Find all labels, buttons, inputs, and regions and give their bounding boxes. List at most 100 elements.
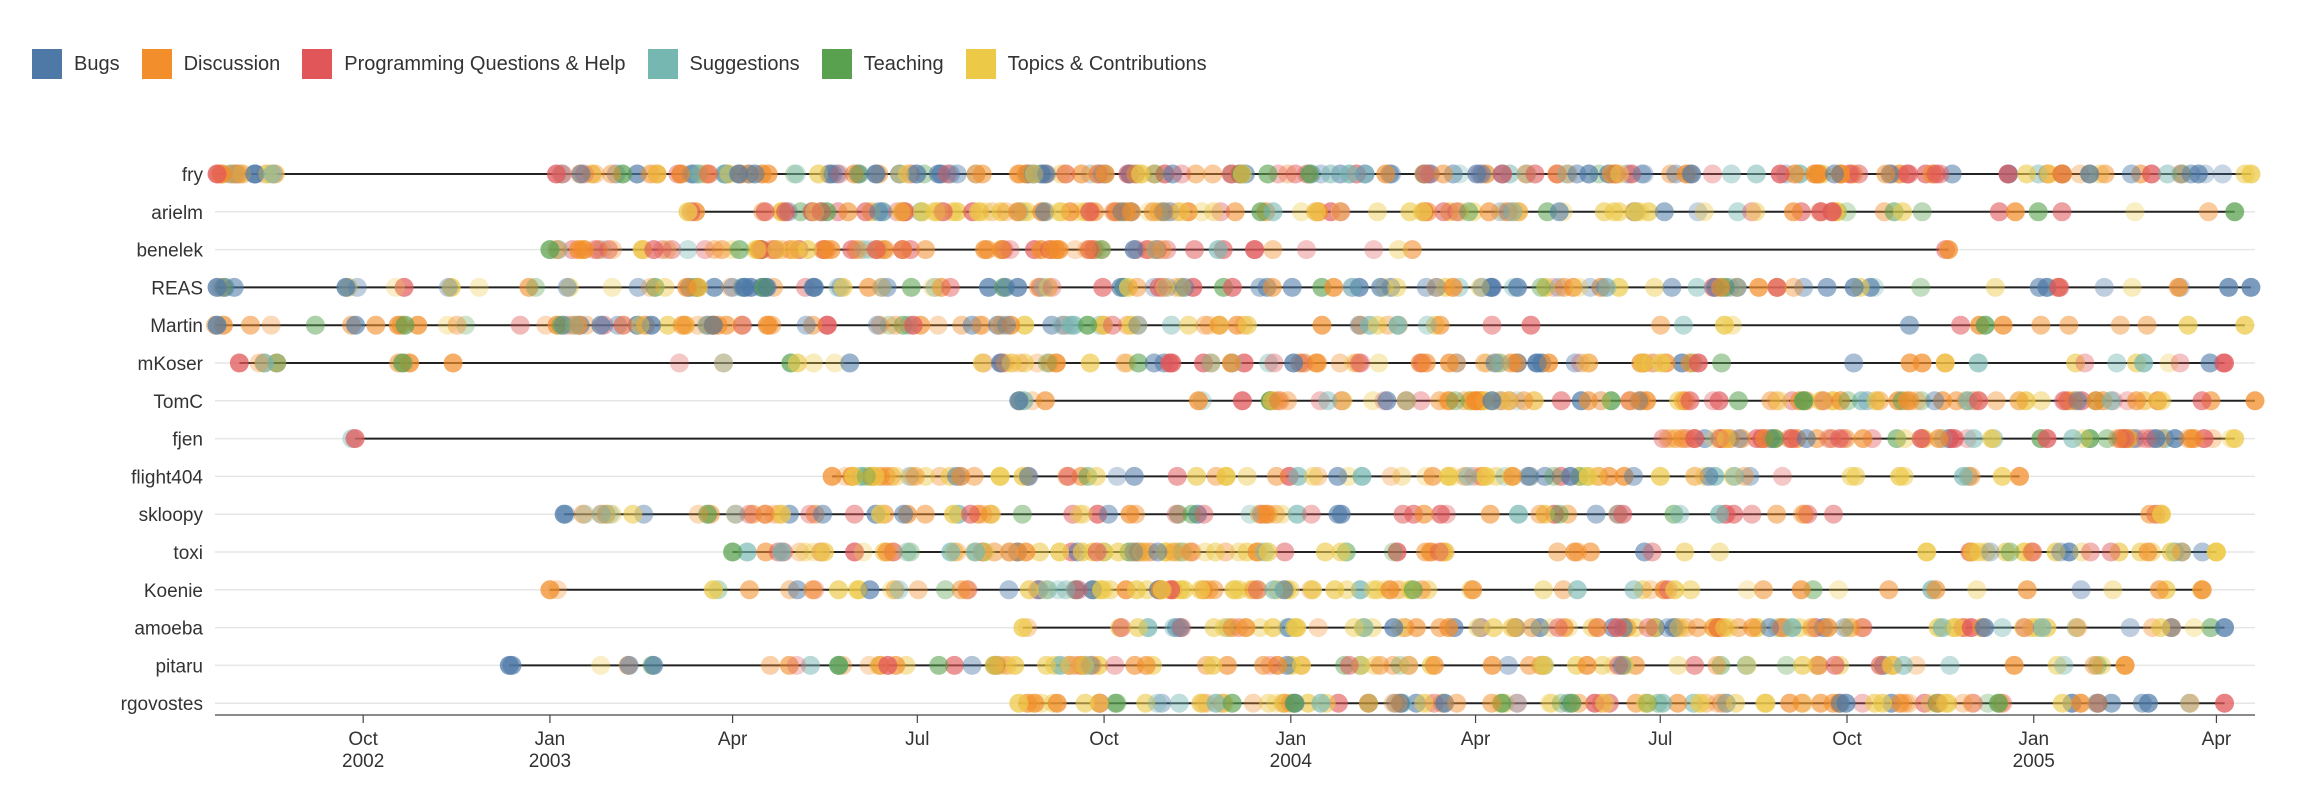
post-dot [833,277,853,297]
post-dot [1417,315,1437,335]
post-dot [1222,693,1242,713]
post-dot [1369,353,1389,373]
post-dot [2125,202,2145,222]
legend-item: Teaching [821,48,944,80]
post-dot [1087,542,1107,562]
post-dot [1597,277,1617,297]
post-dot [1005,655,1025,675]
post-dot [990,466,1010,486]
post-dot [599,240,618,260]
post-dot [1445,391,1465,411]
post-dot [933,202,953,222]
post-dot [1037,353,1057,373]
post-dot [1525,164,1545,184]
post-dot [1900,391,1920,411]
post-dot [1458,466,1478,486]
post-dot [499,655,519,675]
post-dot [931,277,951,297]
post-dot [734,277,754,297]
post-dot [1551,391,1571,411]
post-dot [1048,580,1068,600]
post-dot [1124,542,1144,562]
post-dot [1232,164,1252,184]
post-dot [844,164,864,184]
post-dot [1578,466,1598,486]
post-dot [1433,164,1453,184]
post-dot [1825,164,1844,184]
post-dot [644,240,664,260]
post-dot [1742,504,1762,524]
post-dot [796,315,816,335]
post-dot [779,655,799,675]
post-dot [877,542,897,562]
post-dot [1089,693,1109,713]
post-dot [903,315,923,335]
post-dot [1844,353,1864,373]
post-dot [725,504,745,524]
post-dot [901,277,921,297]
post-dot [2184,618,2204,638]
post-dot [2070,693,2090,713]
post-dot [510,315,530,335]
post-dot [940,277,960,297]
post-dot [1740,466,1760,486]
post-dot [2192,580,2212,600]
post-dot [592,504,611,524]
post-dot [1749,277,1769,297]
post-dot [1263,202,1283,222]
post-dot [1388,693,1408,713]
post-dot [2072,542,2092,562]
post-dot [929,202,949,222]
post-dot [892,202,912,222]
post-dot [951,580,971,600]
post-dot [591,655,611,675]
x-tick-label: Jan [1276,729,1307,750]
post-dot [469,277,489,297]
post-dot [988,315,1008,335]
post-dot [1042,277,1062,297]
post-dot [1503,618,1522,638]
post-dot [1086,466,1106,486]
row-label: rgovostes [121,694,203,715]
post-dot [1308,466,1328,486]
post-dot [1658,429,1678,449]
post-dot [1411,391,1431,411]
post-dot [1470,277,1490,297]
post-dot [1174,580,1194,600]
post-dot [2015,618,2035,638]
post-dot [885,315,905,335]
post-dot [1554,618,1574,638]
post-dot [804,542,824,562]
row-amoeba: amoeba [134,618,2255,640]
post-dot [1532,655,1552,675]
post-dot [1012,504,1032,524]
post-dot [575,504,595,524]
post-dot [1710,542,1730,562]
post-dot [1030,542,1050,562]
post-dot [1400,202,1420,222]
post-dot [982,504,1001,524]
x-tick-label: Oct [1832,729,1862,750]
post-dot [860,580,880,600]
post-dot [1503,466,1523,486]
post-dot [2169,277,2189,297]
post-dot [2101,391,2121,411]
post-dot [1468,618,1488,638]
post-dot [889,580,909,600]
legend-label: Topics & Contributions [1007,52,1207,75]
post-dot [1576,353,1595,373]
post-dot [1038,277,1058,297]
post-dot [1275,542,1295,562]
post-dot [2103,580,2123,600]
post-dot [1725,466,1745,486]
post-dot [2010,466,2030,486]
post-dot [977,240,997,260]
post-dot [943,504,963,524]
row-dots [678,202,2245,222]
post-dot [803,580,823,600]
post-dot [771,504,791,524]
post-dot [798,240,818,260]
post-dot [818,315,837,335]
post-dot [1056,164,1076,184]
post-dot [2142,164,2161,184]
